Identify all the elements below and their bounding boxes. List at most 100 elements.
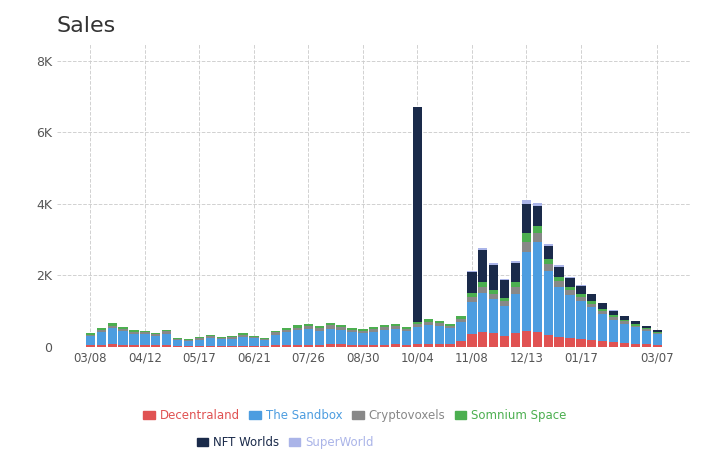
Bar <box>467 334 476 347</box>
Bar <box>434 321 444 323</box>
Bar <box>533 233 542 242</box>
Bar <box>446 326 455 328</box>
Bar <box>402 345 411 347</box>
Bar <box>162 330 172 332</box>
Bar <box>500 301 509 305</box>
Bar <box>380 344 389 347</box>
Bar <box>369 329 379 332</box>
Bar <box>130 332 139 334</box>
Bar <box>173 339 182 340</box>
Bar <box>358 329 367 331</box>
Bar <box>162 345 172 347</box>
Bar <box>598 341 607 347</box>
Bar <box>369 345 379 347</box>
Bar <box>587 294 597 301</box>
Bar <box>500 305 509 336</box>
Bar <box>239 346 248 347</box>
Bar <box>522 200 531 204</box>
Bar <box>206 336 215 338</box>
Bar <box>184 340 193 341</box>
Bar <box>151 333 160 334</box>
Bar <box>173 346 182 347</box>
Bar <box>325 344 335 347</box>
Bar <box>271 332 281 334</box>
Bar <box>642 344 651 347</box>
Bar <box>216 340 226 346</box>
Bar <box>609 317 618 320</box>
Bar <box>391 323 400 326</box>
Bar <box>565 277 575 287</box>
Bar <box>140 332 150 334</box>
Bar <box>293 328 302 330</box>
Bar <box>249 346 258 347</box>
Bar <box>85 333 95 334</box>
Bar <box>260 340 269 346</box>
Bar <box>108 344 117 347</box>
Bar <box>315 328 324 331</box>
Bar <box>118 327 127 329</box>
Bar <box>369 332 379 345</box>
Bar <box>85 345 95 347</box>
Bar <box>315 326 324 328</box>
Bar <box>227 339 236 346</box>
Bar <box>576 339 585 347</box>
Bar <box>511 282 520 287</box>
Bar <box>108 328 117 344</box>
Bar <box>380 327 389 330</box>
Bar <box>173 340 182 346</box>
Bar <box>456 342 466 347</box>
Bar <box>184 346 193 347</box>
Bar <box>631 321 640 324</box>
Bar <box>304 344 313 347</box>
Bar <box>118 332 127 345</box>
Bar <box>424 325 433 343</box>
Bar <box>97 330 106 332</box>
Bar <box>500 336 509 347</box>
Bar <box>337 327 346 330</box>
Bar <box>315 344 324 347</box>
Bar <box>642 331 651 344</box>
Bar <box>511 294 520 333</box>
Bar <box>609 320 618 342</box>
Bar <box>347 332 357 345</box>
Bar <box>500 280 509 298</box>
Bar <box>227 337 236 339</box>
Bar <box>325 329 335 344</box>
Bar <box>598 311 607 314</box>
Bar <box>587 301 597 304</box>
Bar <box>424 322 433 325</box>
Bar <box>239 337 248 346</box>
Bar <box>642 326 651 328</box>
Bar <box>293 325 302 328</box>
Bar <box>522 233 531 242</box>
Bar <box>565 338 575 347</box>
Bar <box>195 337 204 338</box>
Bar <box>293 344 302 347</box>
Bar <box>467 294 476 297</box>
Bar <box>478 332 488 347</box>
Bar <box>555 277 564 281</box>
Bar <box>85 336 95 345</box>
Bar <box>446 344 455 347</box>
Bar <box>609 342 618 347</box>
Bar <box>413 327 422 344</box>
Bar <box>565 295 575 338</box>
Bar <box>598 314 607 341</box>
Bar <box>337 324 346 327</box>
Bar <box>402 331 411 345</box>
Bar <box>434 344 444 347</box>
Bar <box>108 323 117 326</box>
Bar <box>620 316 629 320</box>
Bar <box>511 261 520 263</box>
Bar <box>511 333 520 347</box>
Bar <box>271 334 281 345</box>
Bar <box>347 345 357 347</box>
Bar <box>653 332 662 334</box>
Bar <box>489 294 498 299</box>
Bar <box>130 345 139 347</box>
Bar <box>162 333 172 345</box>
Bar <box>478 250 488 282</box>
Bar <box>478 287 488 293</box>
Bar <box>543 259 553 265</box>
Bar <box>260 346 269 347</box>
